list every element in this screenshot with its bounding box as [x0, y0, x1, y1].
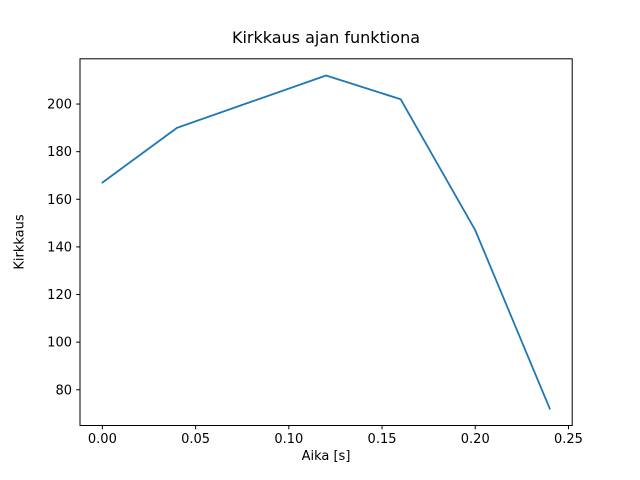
x-tick-label: 0.25 [554, 432, 583, 447]
x-tick-label: 0.20 [461, 432, 490, 447]
y-axis-label-text: Kirkkaus [12, 214, 28, 270]
y-tick-label: 100 [47, 336, 72, 351]
y-tick-label: 200 [47, 98, 72, 113]
data-line [101, 74, 551, 410]
x-tick-label: 0.05 [181, 432, 210, 447]
y-tick-label: 120 [47, 288, 72, 303]
y-tick-label: 80 [55, 383, 72, 398]
x-tick-label: 0.15 [368, 432, 397, 447]
x-tick-label: 0.00 [88, 432, 117, 447]
y-tick-label: 160 [47, 193, 72, 208]
chart-title: Kirkkaus ajan funktiona [231, 28, 421, 47]
y-tick-label: 180 [47, 145, 72, 160]
y-tick-label: 140 [47, 240, 72, 255]
axes-spines [79, 58, 573, 427]
x-axis-label: Aika [s] [301, 449, 351, 464]
x-tick-label: 0.10 [274, 432, 303, 447]
